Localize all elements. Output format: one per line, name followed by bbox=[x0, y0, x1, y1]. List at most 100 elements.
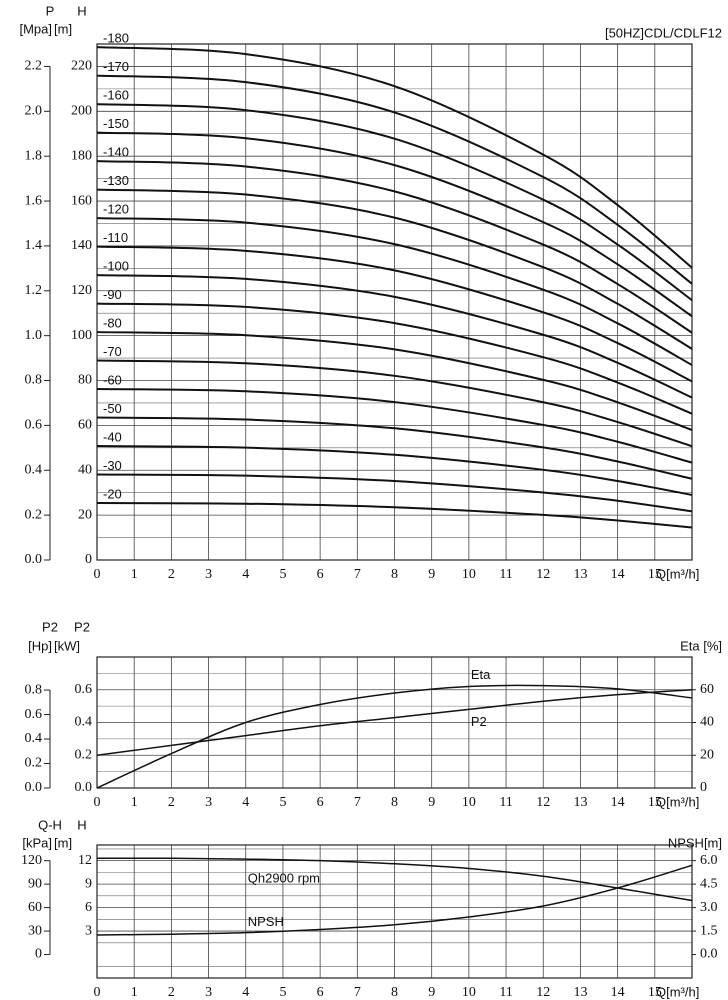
curve bbox=[96, 416, 693, 480]
y3-axis-unit: [Hp] bbox=[28, 638, 52, 653]
curve bbox=[96, 74, 693, 285]
x-tick-label: 8 bbox=[391, 795, 398, 810]
curve bbox=[96, 473, 693, 513]
x-tick-label: 0 bbox=[94, 795, 101, 810]
y3-tick-label: 30 bbox=[28, 923, 42, 938]
curve-label: -100 bbox=[103, 259, 129, 274]
x-tick-label: 10 bbox=[462, 567, 476, 582]
curve-label: -40 bbox=[103, 429, 122, 444]
y-axis-unit: [m] bbox=[54, 21, 72, 36]
y3-tick-label: 1.4 bbox=[25, 238, 43, 253]
x-tick-label: 13 bbox=[573, 985, 587, 1000]
y2-axis-title: NPSH[m] bbox=[668, 835, 722, 850]
y-axis-title: H bbox=[77, 3, 86, 18]
curve bbox=[96, 684, 693, 789]
y-tick-label: 20 bbox=[78, 507, 92, 522]
y-tick-label: 6 bbox=[85, 900, 92, 915]
curve bbox=[96, 359, 693, 448]
x-tick-label: 9 bbox=[428, 985, 435, 1000]
curve-label: -150 bbox=[103, 116, 129, 131]
curve bbox=[96, 46, 693, 269]
curve-label: -160 bbox=[103, 88, 129, 103]
x-axis-label: Q[m³/h] bbox=[656, 794, 699, 809]
x-tick-label: 11 bbox=[499, 567, 512, 582]
curve bbox=[96, 502, 693, 529]
y-axis-unit: [m] bbox=[54, 835, 72, 850]
curve-label: P2 bbox=[471, 714, 487, 729]
y-tick-label: 0 bbox=[85, 552, 92, 567]
y2-tick-label: 40 bbox=[700, 715, 714, 730]
curve-label: -170 bbox=[103, 59, 129, 74]
x-tick-label: 1 bbox=[131, 985, 138, 1000]
y3-tick-label: 1.8 bbox=[25, 148, 43, 163]
x-tick-label: 14 bbox=[611, 985, 625, 1000]
y2-tick-label: 6.0 bbox=[700, 853, 718, 868]
y-tick-label: 0.0 bbox=[75, 780, 93, 795]
plot-frame bbox=[96, 844, 693, 979]
y2-tick-label: 0 bbox=[700, 780, 707, 795]
curve-label: -110 bbox=[103, 230, 128, 245]
x-tick-label: 13 bbox=[573, 795, 587, 810]
x-tick-label: 12 bbox=[536, 567, 550, 582]
x-tick-label: 1 bbox=[131, 795, 138, 810]
y-tick-label: 12 bbox=[78, 853, 92, 868]
x-tick-label: 15 bbox=[648, 985, 662, 1000]
y3-tick-label: 0.0 bbox=[25, 552, 43, 567]
y-tick-label: 60 bbox=[78, 418, 92, 433]
y3-tick-label: 0.4 bbox=[25, 462, 43, 477]
curve-label: -130 bbox=[103, 173, 129, 188]
curve bbox=[96, 388, 693, 464]
x-tick-label: 11 bbox=[499, 985, 512, 1000]
y3-tick-label: 0.0 bbox=[25, 780, 43, 795]
x-tick-label: 3 bbox=[205, 985, 212, 1000]
curve bbox=[96, 217, 693, 366]
curve-label: NPSH bbox=[248, 914, 284, 929]
curve bbox=[96, 331, 693, 432]
x-tick-label: 15 bbox=[648, 795, 662, 810]
y-axis-unit: [kW] bbox=[54, 638, 80, 653]
x-tick-label: 1 bbox=[131, 567, 138, 582]
y3-axis-unit: [Mpa] bbox=[19, 21, 52, 36]
x-tick-label: 5 bbox=[279, 567, 286, 582]
curve bbox=[96, 188, 693, 350]
y2-tick-label: 1.5 bbox=[700, 923, 718, 938]
x-tick-label: 3 bbox=[205, 567, 212, 582]
x-tick-label: 6 bbox=[317, 567, 324, 582]
y-tick-label: 120 bbox=[71, 283, 92, 298]
x-tick-label: 0 bbox=[94, 567, 101, 582]
curve bbox=[96, 445, 693, 496]
y3-axis-unit: [kPa] bbox=[22, 835, 52, 850]
y3-axis-title: P bbox=[46, 3, 55, 18]
curve bbox=[96, 103, 693, 302]
y3-tick-label: 1.0 bbox=[25, 328, 43, 343]
y3-tick-label: 0.8 bbox=[25, 373, 43, 388]
y3-tick-label: 0.6 bbox=[25, 418, 43, 433]
curve-label: -180 bbox=[103, 31, 129, 46]
x-tick-label: 12 bbox=[536, 795, 550, 810]
y-tick-label: 40 bbox=[78, 462, 92, 477]
plot-frame bbox=[96, 656, 693, 789]
y-tick-label: 140 bbox=[71, 238, 92, 253]
curve-label: -80 bbox=[103, 316, 122, 331]
x-tick-label: 4 bbox=[242, 567, 249, 582]
x-tick-label: 11 bbox=[499, 795, 512, 810]
y3-tick-label: 0.4 bbox=[25, 731, 43, 746]
chart-title: [50HZ]CDL/CDLF12 bbox=[605, 25, 722, 40]
y3-tick-label: 0.8 bbox=[25, 682, 43, 697]
y3-tick-label: 2.0 bbox=[25, 104, 43, 119]
curve-label: -20 bbox=[103, 486, 122, 501]
x-tick-label: 6 bbox=[317, 985, 324, 1000]
x-tick-label: 5 bbox=[279, 985, 286, 1000]
y-tick-label: 0.2 bbox=[75, 747, 93, 762]
curve bbox=[96, 274, 693, 399]
y3-axis-title: P2 bbox=[42, 619, 58, 634]
x-tick-label: 7 bbox=[354, 567, 361, 582]
x-tick-label: 4 bbox=[242, 985, 249, 1000]
x-tick-label: 2 bbox=[168, 985, 175, 1000]
x-tick-label: 10 bbox=[462, 795, 476, 810]
x-tick-label: 13 bbox=[573, 567, 587, 582]
y-tick-label: 0.6 bbox=[75, 682, 93, 697]
y-tick-label: 220 bbox=[71, 59, 92, 74]
curve bbox=[96, 160, 693, 334]
